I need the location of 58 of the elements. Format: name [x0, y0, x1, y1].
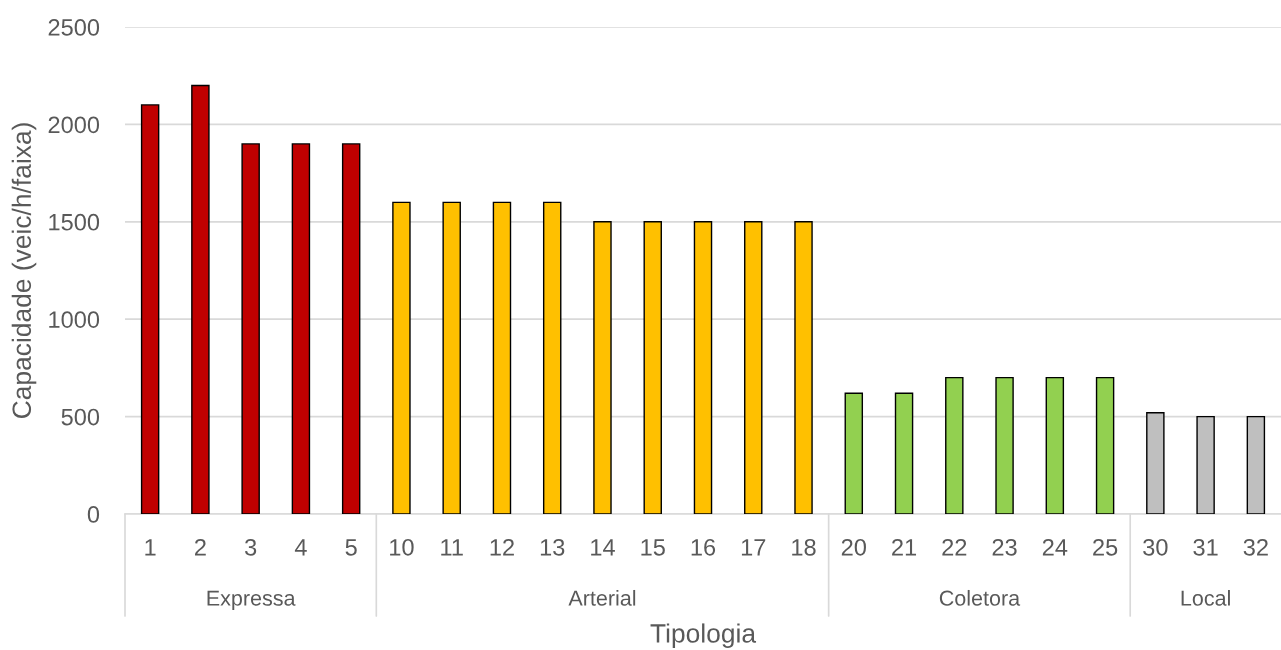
bar [542, 201, 562, 514]
bar [1196, 415, 1215, 514]
bar [1095, 376, 1115, 514]
y-tick-label: 500 [61, 408, 100, 426]
x-tick-label: 3 [244, 538, 257, 556]
x-tick-label: 4 [294, 539, 307, 556]
text: Expressa [207, 590, 296, 611]
bar [995, 376, 1014, 514]
bar [1146, 412, 1165, 514]
x-tick-label: 1 [145, 539, 156, 556]
x-tick-label: 10 [390, 538, 414, 556]
x-tick-label: 11 [441, 539, 463, 556]
bar [1246, 415, 1266, 514]
x-tick-label: 24 [1042, 538, 1068, 556]
bar [1045, 376, 1065, 514]
y-tick-label: 2000 [48, 116, 100, 134]
x-tick-label: 17 [741, 539, 766, 556]
bar [140, 104, 160, 514]
x-tick-label: 23 [992, 538, 1017, 556]
x-tick-label: 16 [691, 538, 716, 556]
text: Coletora [939, 589, 1021, 606]
bar [241, 143, 260, 514]
bar [744, 221, 763, 514]
x-tick-label: 12 [490, 538, 514, 556]
x-tick-label: 22 [942, 538, 967, 556]
bar [693, 221, 713, 514]
x-tick-label: 18 [792, 538, 816, 556]
x-tick-label: 32 [1243, 538, 1268, 556]
y-tick-label: 1500 [49, 213, 100, 231]
bar [291, 143, 311, 514]
x-tick-label: 14 [591, 539, 615, 556]
y-tick-label: 0 [87, 506, 100, 523]
y-tick-label: 1000 [49, 311, 100, 328]
x-tick-label: 31 [1193, 538, 1218, 556]
bar [794, 221, 813, 514]
bar [844, 392, 864, 514]
x-tick-label: 20 [841, 538, 866, 556]
bar [945, 376, 964, 514]
bar [191, 84, 210, 514]
bar [894, 392, 914, 514]
y-axis-title: Capacidade (veic/h/faixa) [11, 123, 37, 419]
x-axis-title: Tipologia [650, 623, 757, 648]
bar [341, 143, 361, 514]
x-tick-label: 30 [1143, 538, 1168, 556]
x-tick-label: 5 [345, 539, 357, 556]
bar [643, 221, 662, 514]
bar [492, 201, 512, 514]
bar [442, 201, 461, 514]
y-tick-label: 2500 [48, 19, 100, 36]
x-tick-label: 13 [540, 538, 565, 556]
bar [392, 201, 411, 514]
bar [593, 221, 612, 514]
x-tick-label: 21 [892, 538, 917, 556]
x-tick-label: 25 [1093, 538, 1118, 556]
x-tick-label: 2 [195, 538, 206, 556]
x-tick-label: 15 [641, 539, 665, 556]
text: Local [1181, 589, 1230, 606]
text: Arterial [568, 589, 636, 606]
